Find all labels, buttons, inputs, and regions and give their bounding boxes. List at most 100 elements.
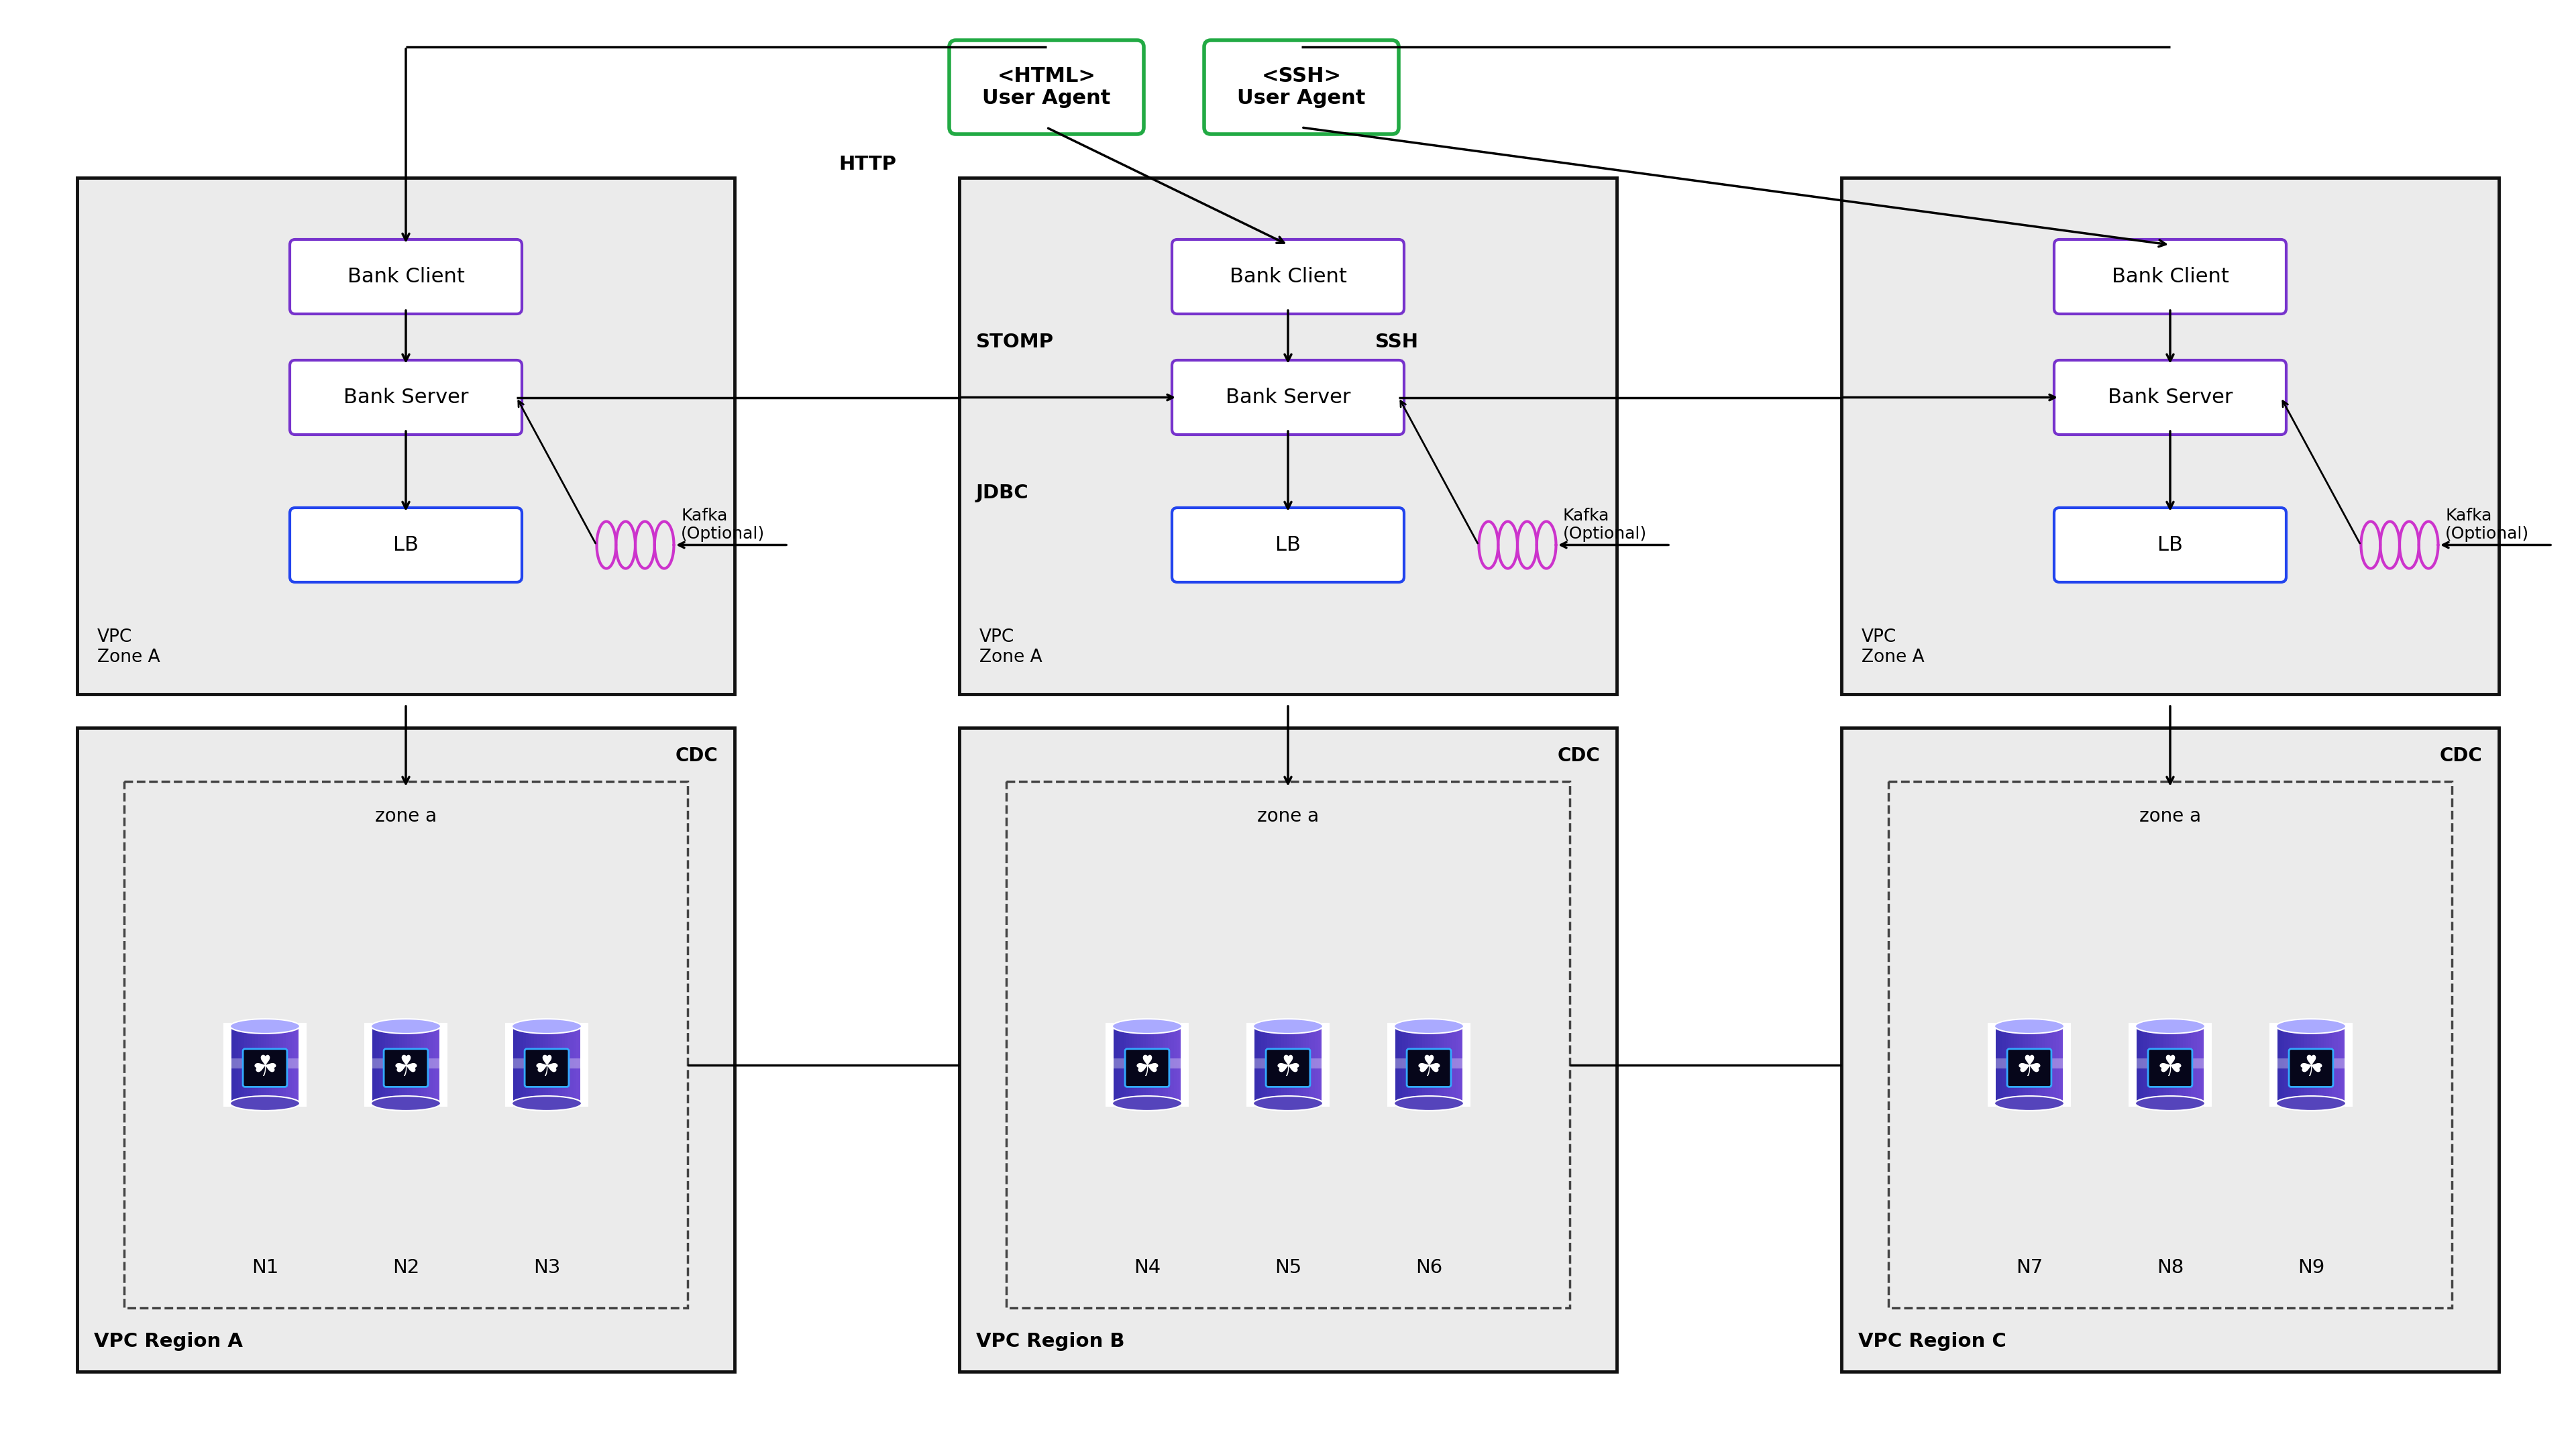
Bar xyxy=(2061,1027,2066,1103)
Bar xyxy=(2050,1027,2053,1103)
Bar xyxy=(523,1027,526,1103)
Text: N8: N8 xyxy=(2156,1258,2184,1278)
Bar xyxy=(577,1027,580,1103)
Bar xyxy=(2184,1027,2190,1103)
FancyBboxPatch shape xyxy=(384,1048,428,1087)
Text: LB: LB xyxy=(2159,535,2182,555)
Text: N7: N7 xyxy=(2017,1258,2043,1278)
Bar xyxy=(1139,1027,1141,1103)
Text: ☘: ☘ xyxy=(533,1054,559,1081)
Bar xyxy=(1167,1027,1172,1103)
Bar xyxy=(567,1027,572,1103)
Bar xyxy=(2053,1027,2056,1103)
Bar xyxy=(531,1027,536,1103)
Ellipse shape xyxy=(513,1020,582,1034)
Bar xyxy=(2164,1027,2166,1103)
Bar xyxy=(2045,1027,2048,1103)
Bar xyxy=(2020,1027,2022,1103)
Bar xyxy=(2344,1027,2347,1103)
FancyBboxPatch shape xyxy=(526,1048,569,1087)
Bar xyxy=(2331,1027,2336,1103)
Bar xyxy=(422,1027,425,1103)
Bar xyxy=(1432,1027,1437,1103)
Bar xyxy=(536,1027,541,1103)
Bar xyxy=(1443,1027,1445,1103)
Bar xyxy=(2159,1027,2161,1103)
Text: N2: N2 xyxy=(392,1258,420,1278)
Text: N3: N3 xyxy=(533,1258,559,1278)
Bar xyxy=(1842,178,2499,694)
Bar xyxy=(229,1027,234,1103)
Bar xyxy=(1414,1027,1417,1103)
Bar xyxy=(1463,1022,1471,1107)
Text: CDC: CDC xyxy=(1556,747,1600,766)
Bar xyxy=(2040,1027,2043,1103)
Bar xyxy=(381,1027,386,1103)
Bar xyxy=(1996,1027,2002,1103)
Bar xyxy=(1151,1027,1154,1103)
FancyBboxPatch shape xyxy=(948,40,1144,135)
Bar xyxy=(242,1027,245,1103)
Bar xyxy=(430,1027,433,1103)
Bar xyxy=(1133,1027,1139,1103)
Bar xyxy=(428,1027,430,1103)
Text: zone a: zone a xyxy=(376,807,438,826)
Bar xyxy=(2182,1027,2187,1103)
Bar xyxy=(2326,1027,2329,1103)
Bar xyxy=(1007,782,1569,1308)
Bar xyxy=(412,1027,417,1103)
Bar xyxy=(2161,1027,2164,1103)
Bar xyxy=(1458,1027,1461,1103)
Ellipse shape xyxy=(1394,1096,1463,1111)
Bar xyxy=(77,727,734,1372)
Bar xyxy=(2300,1027,2306,1103)
Text: <SSH>
User Agent: <SSH> User Agent xyxy=(1236,66,1365,108)
Bar xyxy=(520,1027,523,1103)
Bar xyxy=(1252,1027,1257,1103)
Bar xyxy=(1285,1027,1291,1103)
Bar xyxy=(2277,1058,2344,1068)
Bar xyxy=(2030,1027,2035,1103)
Bar xyxy=(1121,1027,1123,1103)
Bar xyxy=(533,1027,538,1103)
Bar xyxy=(958,178,1618,694)
Bar xyxy=(1149,1027,1151,1103)
Text: ☘: ☘ xyxy=(2017,1054,2043,1081)
Bar xyxy=(1267,1027,1270,1103)
Bar xyxy=(2324,1027,2326,1103)
FancyBboxPatch shape xyxy=(242,1048,286,1087)
Ellipse shape xyxy=(1394,1020,1463,1034)
Bar xyxy=(2187,1027,2192,1103)
Bar xyxy=(1131,1027,1136,1103)
Ellipse shape xyxy=(1113,1020,1182,1034)
Bar xyxy=(1172,1027,1175,1103)
Bar xyxy=(2025,1027,2027,1103)
Bar xyxy=(1455,1027,1458,1103)
Text: zone a: zone a xyxy=(2138,807,2200,826)
Text: VPC
Zone A: VPC Zone A xyxy=(1862,628,1924,665)
Bar xyxy=(2321,1027,2324,1103)
Bar xyxy=(402,1027,404,1103)
Bar xyxy=(407,1027,410,1103)
Bar xyxy=(1177,1027,1180,1103)
Bar xyxy=(2017,1027,2020,1103)
Bar xyxy=(1394,1058,1463,1068)
Bar xyxy=(1388,1022,1396,1107)
Bar xyxy=(2128,1022,2136,1107)
Bar xyxy=(283,1027,286,1103)
Bar xyxy=(1283,1027,1288,1103)
Bar xyxy=(1430,1027,1435,1103)
Bar xyxy=(1445,1027,1448,1103)
Bar xyxy=(404,1027,407,1103)
Bar xyxy=(2285,1027,2287,1103)
Bar xyxy=(265,1027,270,1103)
Bar xyxy=(1273,1027,1275,1103)
Bar xyxy=(2166,1027,2169,1103)
Bar xyxy=(294,1027,299,1103)
Bar xyxy=(232,1058,299,1068)
Bar xyxy=(363,1022,374,1107)
FancyBboxPatch shape xyxy=(1265,1048,1311,1087)
Bar xyxy=(1427,1027,1430,1103)
Bar xyxy=(1448,1027,1450,1103)
Bar xyxy=(1275,1027,1278,1103)
